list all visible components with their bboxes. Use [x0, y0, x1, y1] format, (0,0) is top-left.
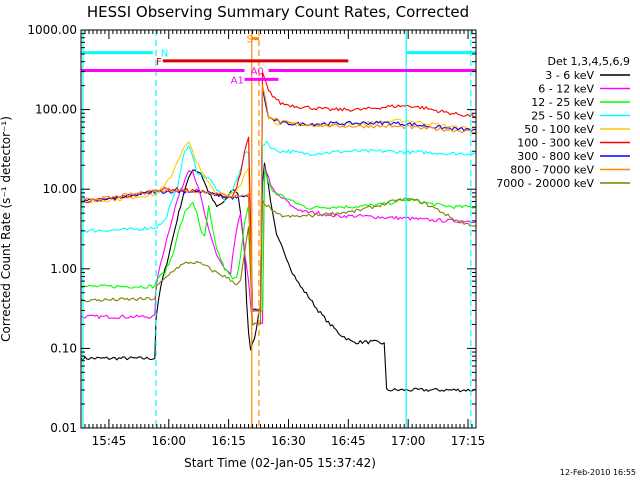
series-line-8 — [80, 197, 477, 326]
chart-title: HESSI Observing Summary Count Rates, Cor… — [87, 3, 469, 21]
flag-label-0: N — [161, 49, 168, 60]
legend-label-4: 50 - 100 keV — [524, 123, 594, 136]
flag-label-2: F — [156, 57, 162, 68]
flag-label-5: A1 — [231, 75, 244, 86]
legend-label-2: 12 - 25 keV — [531, 96, 594, 109]
legend-label-0: 3 - 6 keV — [545, 69, 594, 82]
series-line-7 — [80, 84, 477, 313]
x-tick-label-6: 17:15 — [451, 434, 486, 448]
date-stamp: 12-Feb-2010 16:55 — [560, 468, 636, 477]
series-line-2 — [80, 168, 477, 313]
legend-label-6: 300 - 800 keV — [517, 150, 594, 163]
y-tick-label-4: 0.10 — [50, 341, 77, 355]
legend-title: Det 1,3,4,5,6,9 — [547, 55, 630, 68]
vertical-markers — [82, 30, 472, 428]
x-tick-label-1: 16:00 — [151, 434, 186, 448]
y-tick-label-1: 100.00 — [35, 103, 77, 117]
flag-label-4: A0 — [251, 66, 264, 77]
flag-bars: NF S A0 A1 — [81, 35, 476, 86]
x-tick-label-4: 16:45 — [331, 434, 366, 448]
legend-label-3: 25 - 50 keV — [531, 110, 594, 123]
y-axis-label: Corrected Count Rate (s⁻¹ detector⁻¹) — [0, 116, 13, 342]
series-line-0 — [80, 162, 477, 393]
x-axis: 15:45 16:00 16:15 16:30 16:45 17:00 17:15 — [80, 30, 486, 448]
series-line-4 — [80, 88, 477, 312]
y-tick-label-2: 10.00 — [43, 182, 77, 196]
x-tick-label-3: 16:30 — [271, 434, 306, 448]
y-tick-label-5: 0.01 — [50, 421, 77, 435]
legend-label-8: 7000 - 20000 keV — [496, 177, 594, 190]
x-tick-label-0: 15:45 — [92, 434, 127, 448]
x-axis-label: Start Time (02-Jan-05 15:37:42) — [184, 456, 376, 470]
legend-label-7: 800 - 7000 keV — [510, 164, 594, 177]
series-line-3 — [80, 140, 477, 313]
legend-label-5: 100 - 300 keV — [517, 137, 594, 150]
series-line-1 — [80, 165, 477, 326]
flag-label-3: S — [247, 35, 253, 46]
series-traces — [80, 71, 477, 393]
x-tick-label-2: 16:15 — [211, 434, 246, 448]
x-tick-label-5: 17:00 — [391, 434, 426, 448]
y-tick-label-3: 1.00 — [50, 262, 77, 276]
y-tick-label-0: 1000.00 — [27, 23, 77, 37]
plot-frame — [80, 29, 477, 429]
legend-label-1: 6 - 12 keV — [538, 83, 594, 96]
y-axis: 1000.00 100.00 10.00 1.00 0.10 0.01 — [27, 23, 476, 435]
